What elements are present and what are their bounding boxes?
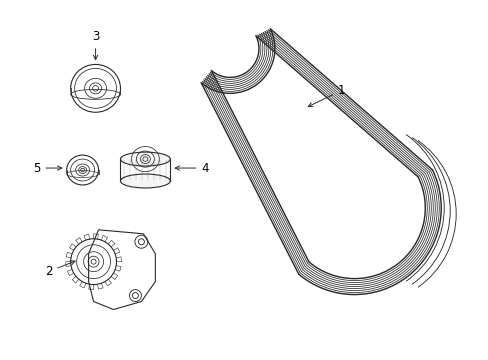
Text: 4: 4 (175, 162, 208, 175)
Text: 2: 2 (45, 261, 75, 278)
Ellipse shape (120, 174, 170, 188)
Text: 1: 1 (307, 84, 345, 107)
Text: 5: 5 (33, 162, 61, 175)
Ellipse shape (120, 152, 170, 166)
Text: 3: 3 (92, 30, 99, 60)
